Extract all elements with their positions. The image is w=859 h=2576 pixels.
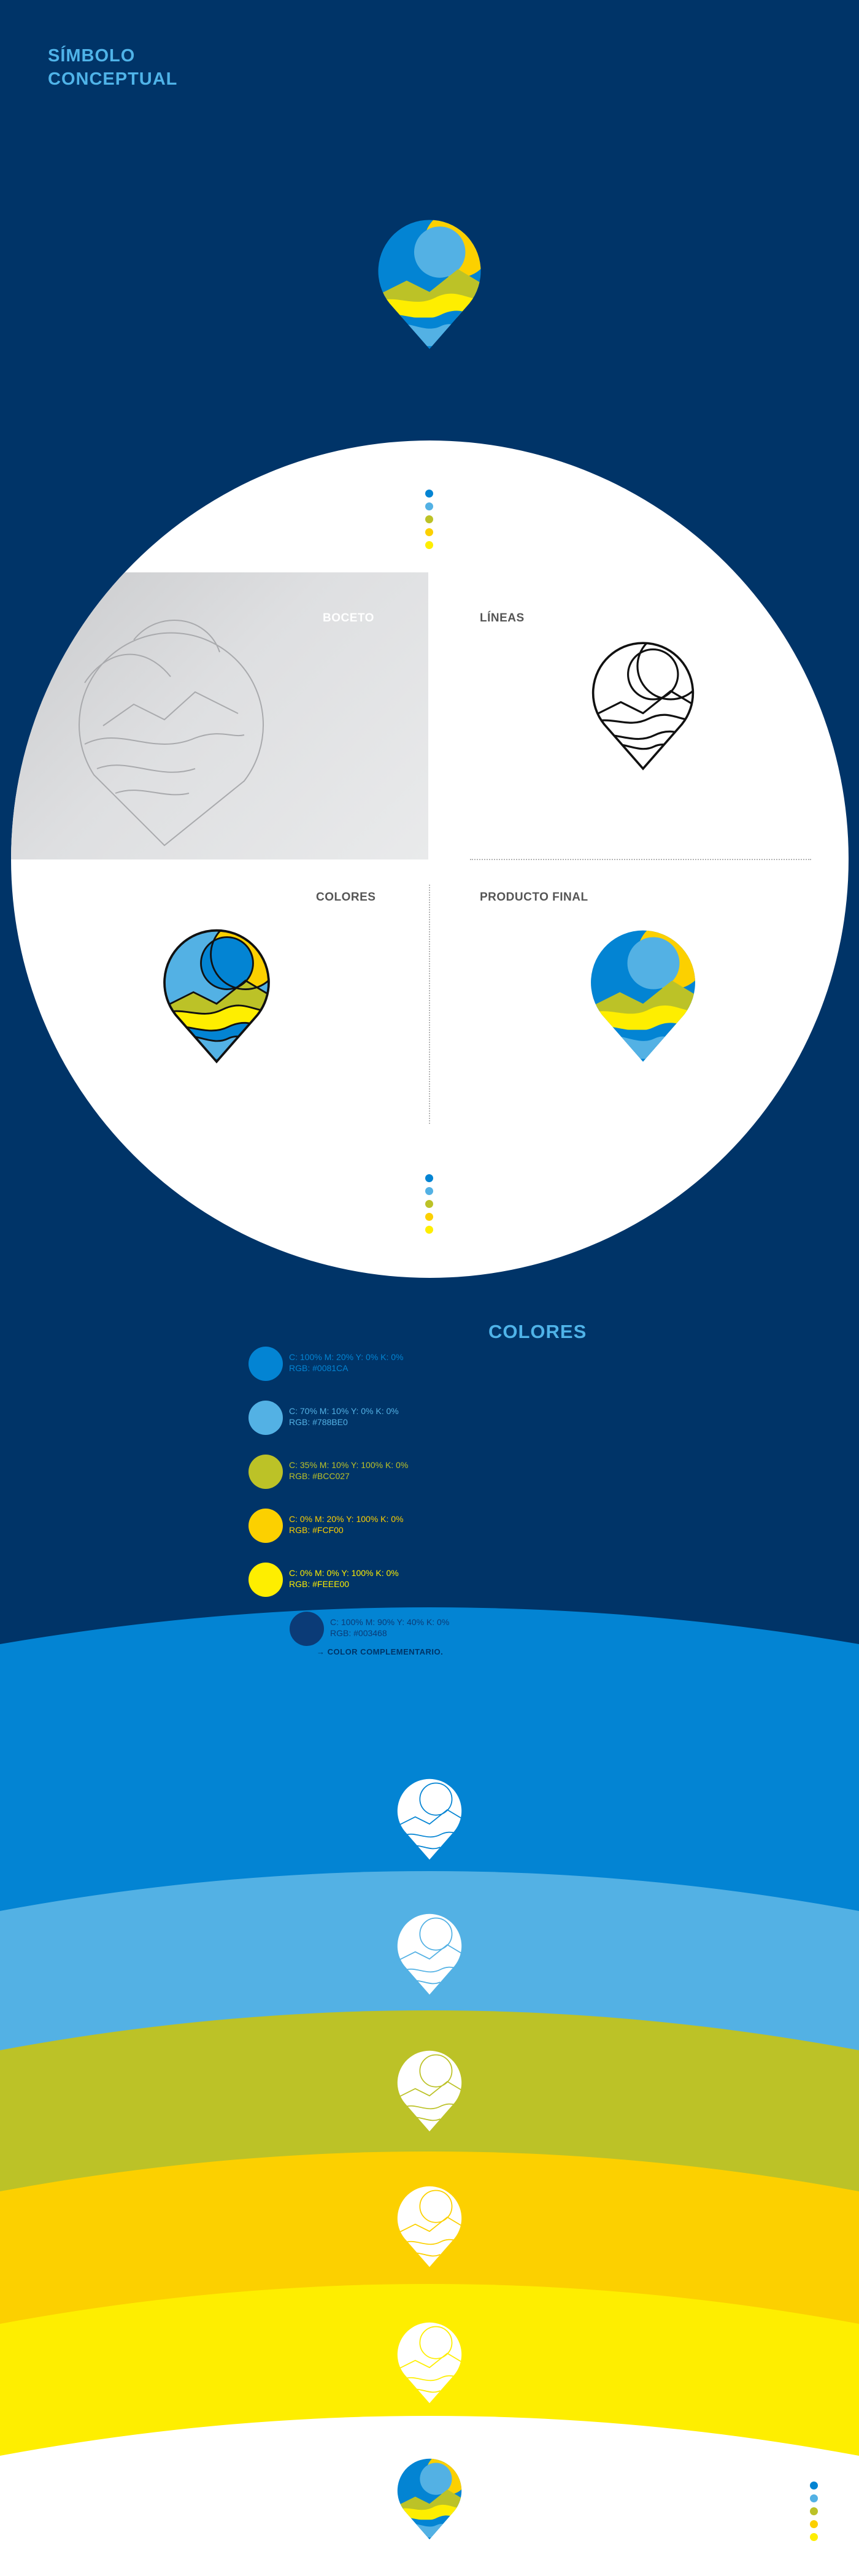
label-colors-step: COLORES — [316, 891, 376, 904]
hero-logo-icon — [378, 220, 481, 349]
swatch-4-rgb: RGB: #FCF00 — [289, 1525, 344, 1535]
page-title: SÍMBOLO CONCEPTUAL — [48, 44, 177, 91]
process-circle: BOCETO LÍNEAS COLORES — [11, 440, 849, 1278]
line-art-logo-icon — [591, 642, 695, 771]
swatch-2-circle — [248, 1401, 283, 1435]
dots-footer-icon — [810, 2482, 819, 2546]
band-yellow-logo-icon — [393, 2322, 466, 2404]
dots-bottom-icon — [425, 1174, 434, 1239]
swatch-3-rgb: RGB: #BCC027 — [289, 1471, 350, 1481]
swatch-1-rgb: RGB: #0081CA — [289, 1363, 349, 1373]
pencil-sketch-icon — [79, 620, 264, 847]
band-olive-logo-icon — [393, 2050, 466, 2132]
swatch-5-rgb: RGB: #FEEE00 — [289, 1579, 350, 1589]
footer-logo-icon — [397, 2458, 462, 2540]
swatch-3-circle — [248, 1455, 283, 1489]
swatch-6-circle — [290, 1612, 324, 1646]
swatch-5-circle — [248, 1563, 283, 1597]
swatch-1-cmyk: C: 100% M: 20% Y: 0% K: 0% — [289, 1352, 404, 1362]
label-lines: LÍNEAS — [480, 612, 525, 625]
complementary-note: → COLOR COMPLEMENTARIO. — [317, 1647, 444, 1656]
band-gold-logo-icon — [393, 2186, 466, 2267]
band-lightblue-logo-icon — [393, 1913, 466, 1995]
title-line-1: SÍMBOLO — [48, 46, 136, 66]
swatch-1-circle — [248, 1347, 283, 1381]
final-product-logo-icon — [591, 930, 695, 1062]
palette-title: COLORES — [488, 1321, 587, 1342]
swatch-6-cmyk: C: 100% M: 90% Y: 40% K: 0% — [330, 1617, 450, 1627]
swatch-3-cmyk: C: 35% M: 10% Y: 100% K: 0% — [289, 1460, 409, 1470]
swatch-5-cmyk: C: 0% M: 0% Y: 100% K: 0% — [289, 1568, 399, 1578]
band-blue-logo-icon — [393, 1778, 466, 1860]
swatch-2-rgb: RGB: #788BE0 — [289, 1417, 348, 1427]
swatch-2-cmyk: C: 70% M: 10% Y: 0% K: 0% — [289, 1406, 399, 1416]
divider-vertical — [429, 885, 430, 1124]
dots-top-icon — [425, 490, 434, 554]
title-line-2: CONCEPTUAL — [48, 69, 178, 89]
divider-horizontal — [470, 859, 811, 860]
label-sketch: BOCETO — [323, 612, 374, 625]
complementary-arrow-icon: → — [317, 1647, 328, 1656]
swatch-6-rgb: RGB: #003468 — [330, 1628, 387, 1638]
swatch-4-cmyk: C: 0% M: 20% Y: 100% K: 0% — [289, 1514, 404, 1524]
sketch-photo — [11, 572, 428, 859]
label-final-product: PRODUCTO FINAL — [480, 891, 588, 904]
swatch-4-circle — [248, 1509, 283, 1543]
outlined-color-logo-icon — [163, 929, 270, 1064]
